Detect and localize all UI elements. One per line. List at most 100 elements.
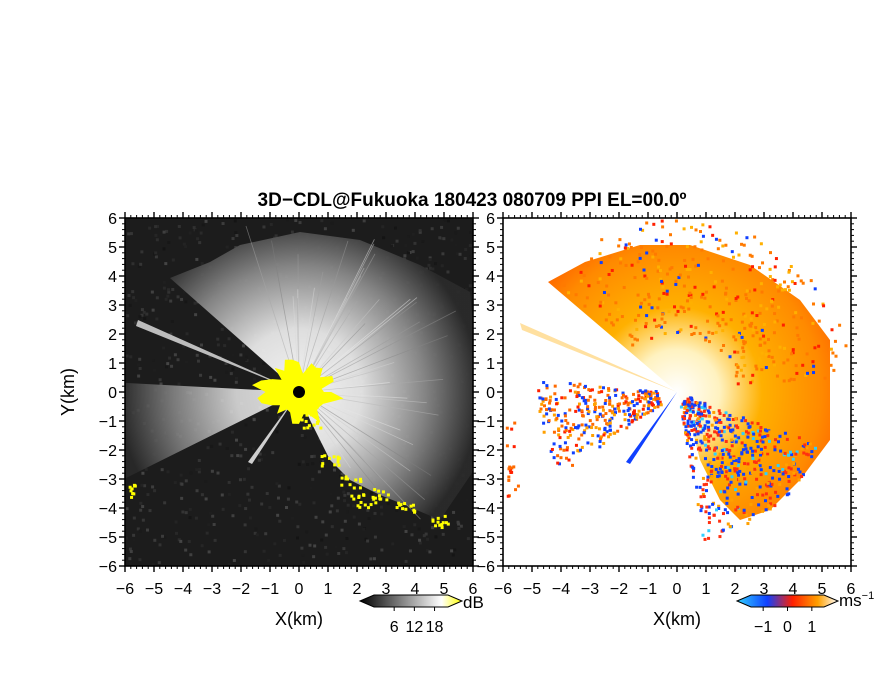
- noise-pixel: [406, 251, 410, 255]
- velocity-pixel: [572, 423, 576, 427]
- velocity-pixel: [694, 228, 698, 232]
- noise-pixel: [441, 252, 445, 256]
- velocity-pixel: [755, 367, 759, 371]
- noise-pixel: [184, 548, 188, 552]
- velocity-pixel: [728, 455, 732, 459]
- velocity-pixel: [761, 509, 765, 513]
- velocity-pixel: [505, 426, 509, 430]
- radial-streak: [298, 271, 324, 393]
- velocity-pixel: [552, 430, 556, 434]
- high-echo-speck: [436, 520, 440, 524]
- velocity-pixel: [797, 337, 801, 341]
- velocity-pixel: [564, 428, 568, 432]
- noise-pixel: [134, 321, 138, 325]
- noise-pixel: [182, 290, 186, 294]
- radial-streak: [298, 240, 349, 393]
- velocity-pixel: [707, 447, 711, 451]
- noise-pixel: [337, 551, 341, 555]
- velocity-pixel: [538, 409, 542, 413]
- right-colorbar-unit-exponent: −1: [862, 590, 875, 602]
- velocity-pixel: [651, 249, 655, 253]
- velocity-pixel: [568, 389, 572, 393]
- velocity-pixel: [571, 451, 575, 455]
- noise-pixel: [152, 368, 156, 372]
- x-tick-label: −1: [639, 581, 657, 598]
- velocity-pixel: [759, 473, 763, 477]
- velocity-pixel: [767, 354, 771, 358]
- velocity-pixel: [660, 219, 664, 223]
- velocity-pixel: [694, 326, 698, 330]
- velocity-pixel: [685, 433, 689, 437]
- noise-pixel: [430, 227, 434, 231]
- velocity-pixel: [708, 225, 712, 229]
- noise-pixel: [265, 492, 269, 496]
- noise-pixel: [143, 317, 147, 321]
- velocity-pixel: [638, 389, 642, 393]
- noise-pixel: [324, 533, 328, 537]
- velocity-pixel: [823, 376, 827, 380]
- velocity-pixel: [716, 321, 720, 325]
- high-echo-speck: [336, 460, 340, 464]
- noise-pixel: [463, 510, 467, 514]
- noise-pixel: [302, 560, 306, 564]
- noise-pixel: [295, 536, 299, 540]
- velocity-pixel: [718, 452, 722, 456]
- noise-pixel: [188, 231, 192, 235]
- velocity-pixel: [737, 509, 741, 513]
- noise-pixel: [277, 448, 281, 452]
- noise-pixel: [413, 523, 417, 527]
- velocity-pixel: [707, 428, 711, 432]
- velocity-pixel: [684, 405, 688, 409]
- noise-pixel: [346, 503, 350, 507]
- velocity-pixel: [615, 318, 619, 322]
- noise-pixel: [153, 489, 157, 493]
- velocity-pixel: [567, 291, 571, 295]
- noise-pixel: [330, 221, 334, 225]
- noise-pixel: [404, 244, 408, 248]
- velocity-pixel: [732, 459, 736, 463]
- velocity-pixel: [810, 455, 814, 459]
- velocity-pixel: [607, 387, 611, 391]
- velocity-pixel: [587, 410, 591, 414]
- velocity-pixel: [727, 426, 731, 430]
- noise-pixel: [440, 225, 444, 229]
- velocity-pixel: [644, 391, 648, 395]
- velocity-pixel: [721, 310, 725, 314]
- velocity-pixel: [740, 242, 744, 246]
- velocity-pixel: [705, 420, 709, 424]
- velocity-pixel: [690, 402, 694, 406]
- velocity-pixel: [720, 429, 724, 433]
- high-echo-speck: [363, 503, 367, 507]
- high-echo-speck: [373, 496, 377, 500]
- noise-pixel: [244, 447, 248, 451]
- velocity-pixel: [766, 481, 770, 485]
- noise-pixel: [440, 264, 444, 268]
- high-echo-speck: [398, 503, 402, 507]
- velocity-pixel: [566, 435, 570, 439]
- high-echo-speck: [441, 521, 445, 525]
- velocity-pixel: [686, 438, 690, 442]
- x-tick-label: 2: [731, 581, 740, 598]
- velocity-pixel: [743, 462, 747, 466]
- velocity-pixel: [590, 257, 594, 261]
- velocity-pixel: [705, 437, 709, 441]
- high-echo-speck: [333, 463, 337, 467]
- noise-pixel: [247, 498, 251, 502]
- velocity-pixel: [565, 446, 569, 450]
- noise-pixel: [137, 265, 141, 269]
- velocity-pixel: [746, 462, 750, 466]
- noise-pixel: [204, 497, 208, 501]
- velocity-pixel: [724, 474, 728, 478]
- left-colorbar-ticks: 6 12 18: [390, 607, 444, 636]
- x-tick-label: −2: [610, 581, 628, 598]
- velocity-pixel: [505, 444, 509, 448]
- velocity-pixel: [650, 336, 654, 340]
- velocity-pixel: [690, 398, 694, 402]
- velocity-pixel: [667, 310, 671, 314]
- noise-pixel: [156, 224, 160, 228]
- velocity-pixel: [772, 360, 776, 364]
- velocity-pixel: [701, 223, 705, 227]
- velocity-pixel: [604, 318, 608, 322]
- noise-pixel: [145, 312, 149, 316]
- velocity-pixel: [659, 277, 663, 281]
